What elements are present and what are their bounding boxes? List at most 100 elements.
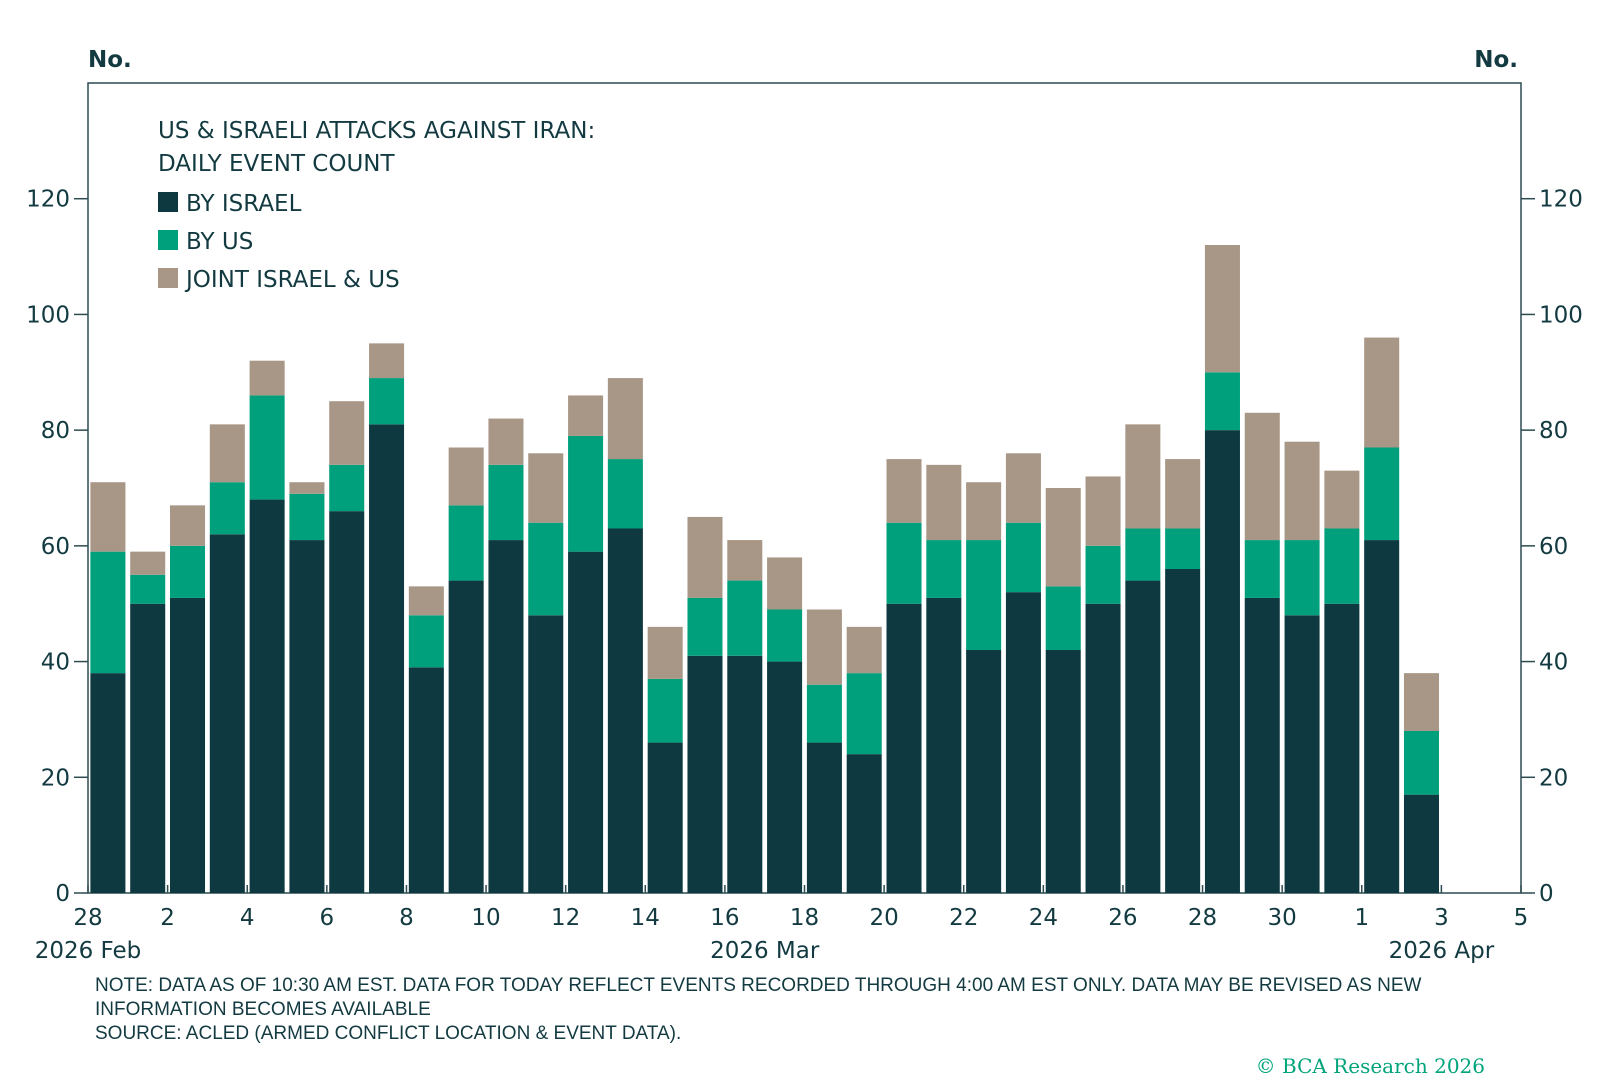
y-tick-label-left: 40 (41, 650, 70, 676)
bar-segment-israel (1005, 592, 1041, 893)
bar-segment-israel (886, 603, 922, 893)
bar-segment-israel (1403, 794, 1439, 893)
bar-segment-israel (209, 534, 245, 893)
x-tick-label: 4 (240, 905, 255, 931)
bar-segment-joint (170, 505, 206, 546)
bar-segment-joint (647, 626, 683, 679)
x-tick-label: 28 (1188, 905, 1217, 931)
bar-segment-us (806, 684, 842, 743)
y-axes-group: 0 0 20 20 40 40 60 60 80 80 100 100 120 120 (26, 187, 1583, 907)
right-unit-label: No. (1474, 47, 1518, 73)
x-tick-label: 3 (1434, 905, 1449, 931)
bar-segment-us (926, 540, 962, 598)
bar-segment-joint (1165, 459, 1201, 529)
bar-segment-us (767, 609, 803, 662)
bar-segment-joint (1244, 412, 1280, 541)
bar-segment-us (1364, 447, 1400, 541)
bar-segment-joint (767, 557, 803, 610)
bar-segment-us (647, 678, 683, 743)
bar-segment-us (249, 395, 285, 500)
bar-segment-us (1244, 540, 1280, 598)
bar-segment-israel (448, 580, 484, 893)
bar-segment-joint (966, 482, 1002, 541)
y-tick-label-left: 0 (55, 881, 70, 907)
legend-label-israel: BY ISRAEL (186, 191, 302, 217)
bar-segment-us (886, 522, 922, 604)
y-tick-label-left: 100 (26, 302, 70, 328)
bar-segment-israel (1284, 615, 1320, 893)
x-tick-label: 20 (869, 905, 898, 931)
bar-segment-israel (1204, 430, 1240, 893)
bar-segment-us (1045, 586, 1081, 650)
bar-segment-israel (647, 742, 683, 893)
bar-segment-israel (1045, 650, 1081, 893)
bar-segment-us (846, 673, 882, 755)
x-period-label: 2026 Apr (1389, 938, 1495, 964)
legend-swatch-joint (158, 268, 178, 288)
bar-segment-joint (1284, 441, 1320, 541)
note-line-2: INFORMATION BECOMES AVAILABLE (95, 999, 431, 1020)
bar-segment-joint (727, 540, 763, 581)
bar-segment-us (1403, 731, 1439, 795)
bar-segment-us (1165, 528, 1201, 569)
bar-segment-us (1005, 522, 1041, 593)
bar-segment-israel (806, 742, 842, 893)
x-period-label: 2026 Feb (35, 938, 142, 964)
x-tick-label: 1 (1354, 905, 1369, 931)
bar-segment-israel (607, 528, 643, 893)
y-tick-label-right: 120 (1539, 187, 1583, 213)
bar-segment-israel (408, 667, 444, 893)
bar-segment-israel (926, 597, 962, 893)
bar-segment-joint (1324, 470, 1360, 529)
x-tick-label: 2 (160, 905, 175, 931)
legend: BY ISRAEL BY US JOINT ISRAEL & US (158, 191, 400, 293)
legend-swatch-israel (158, 192, 178, 212)
bar-segment-joint (329, 401, 365, 465)
bar-segment-israel (528, 615, 564, 893)
x-tick-label: 16 (710, 905, 739, 931)
bar-segment-israel (727, 655, 763, 893)
bar-segment-us (1284, 540, 1320, 616)
legend-label-joint: JOINT ISRAEL & US (184, 267, 400, 293)
bar-segment-joint (1045, 488, 1081, 587)
bar-segment-joint (846, 626, 882, 674)
bar-segment-joint (408, 586, 444, 616)
y-tick-label-left: 20 (41, 765, 70, 791)
bar-segment-us (209, 482, 245, 535)
y-tick-label-right: 80 (1539, 418, 1568, 444)
bar-segment-joint (886, 459, 922, 523)
bar-segment-joint (1364, 337, 1400, 448)
bar-segment-israel (1244, 597, 1280, 893)
chart-title-line2: DAILY EVENT COUNT (158, 151, 396, 177)
bar-segment-joint (1204, 245, 1240, 373)
source-line: SOURCE: ACLED (ARMED CONFLICT LOCATION &… (95, 1023, 682, 1044)
bar-segment-us (130, 574, 166, 604)
bar-segment-joint (1125, 424, 1161, 529)
bar-segment-us (408, 615, 444, 668)
bar-segment-joint (1085, 476, 1121, 546)
brand-watermark: © BCA Research 2026 (1255, 1054, 1485, 1078)
bar-segment-israel (1364, 540, 1400, 893)
bar-segment-us (1085, 545, 1121, 604)
bar-segment-israel (1165, 569, 1201, 893)
bar-segment-israel (1324, 603, 1360, 893)
bar-segment-us (90, 551, 126, 674)
bar-segment-israel (170, 597, 206, 893)
bar-segment-us (170, 545, 206, 598)
bar-segment-us (687, 597, 723, 656)
x-tick-label: 24 (1029, 905, 1058, 931)
left-unit-label: No. (88, 47, 132, 73)
y-tick-label-left: 60 (41, 534, 70, 560)
bar-segment-israel (966, 650, 1002, 893)
bar-segment-israel (687, 655, 723, 893)
bar-segment-joint (926, 464, 962, 541)
y-tick-label-left: 120 (26, 187, 70, 213)
legend-swatch-us (158, 230, 178, 250)
x-tick-label: 30 (1268, 905, 1297, 931)
y-tick-label-right: 0 (1539, 881, 1554, 907)
x-tick-label: 14 (631, 905, 660, 931)
bar-segment-us (568, 435, 604, 552)
bar-segment-joint (1403, 673, 1439, 731)
bar-segment-us (448, 505, 484, 581)
